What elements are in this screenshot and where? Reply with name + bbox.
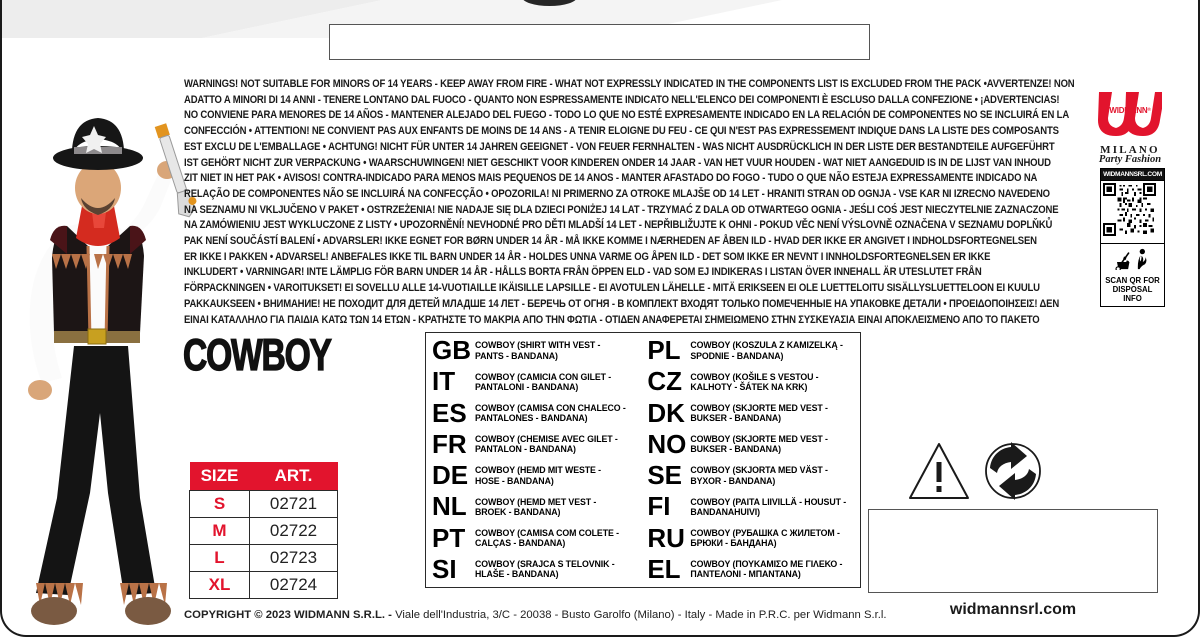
svg-text:WIDMANN®: WIDMANN® <box>1109 106 1151 116</box>
